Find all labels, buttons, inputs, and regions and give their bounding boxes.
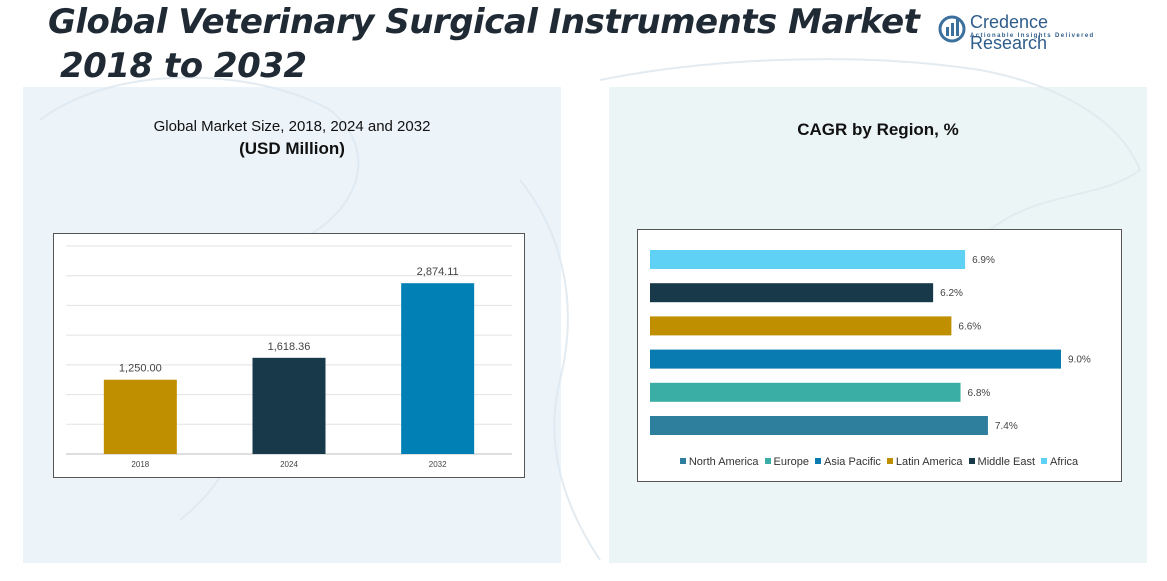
legend-swatch [764, 458, 771, 464]
legend-item-north-america: North America [679, 456, 759, 468]
legend-swatch [815, 458, 822, 464]
cagr-legend: North America Europe Asia Pacific Latin Ame… [637, 456, 1121, 468]
data-label-2024: 1,618.36 [268, 341, 311, 353]
legend-item-asia-pacific: Asia Pacific [815, 456, 881, 468]
legend-label: Europe [773, 456, 810, 468]
data-label-latin-america: 6.6% [958, 321, 981, 332]
bar-africa [650, 250, 966, 269]
legend-label: Latin America [895, 456, 963, 468]
legend-item-latin-america: Latin America [886, 456, 963, 468]
data-label-north-america: 7.4% [995, 421, 1018, 432]
bar-2018 [103, 379, 177, 454]
company-logo: Credence Research Actionable Insights De… [938, 12, 1128, 53]
left-chart-subtitle: Global Market Size, 2018, 2024 and 2032 [153, 118, 431, 135]
legend-swatch [679, 458, 686, 464]
left-chart-units: (USD Million) [239, 139, 345, 158]
page-title: Global Veterinary Surgical Instruments M… [48, 0, 920, 88]
data-label-africa: 6.9% [972, 255, 995, 266]
bar-asia-pacific [650, 349, 1061, 369]
data-label-middle-east: 6.2% [940, 288, 963, 299]
data-label-2018: 1,250.00 [119, 363, 162, 375]
right-chart-title: CAGR by Region, % [797, 120, 959, 139]
legend-label: North America [688, 456, 759, 468]
legend-item-africa: Africa [1041, 456, 1078, 468]
bar-2024 [252, 357, 326, 454]
legend-item-europe: Europe [764, 456, 810, 468]
logo-brand: Credence Research [970, 12, 1049, 53]
data-label-europe: 6.8% [968, 388, 991, 399]
logo-icon [938, 15, 966, 43]
bar-europe [650, 382, 961, 402]
data-label-asia-pacific: 9.0% [1068, 355, 1091, 366]
legend-item-middle-east: Middle East [968, 456, 1036, 468]
logo-tagline: Actionable Insights Delivered [970, 33, 1095, 39]
x-tick-2018: 2018 [131, 460, 149, 469]
cagr-chart: 6.9% 6.2% 6.6% 9.0% 6.8% 7.4% [637, 229, 1122, 482]
legend-label: Asia Pacific [824, 456, 881, 468]
legend-swatch [968, 458, 975, 464]
x-tick-2024: 2024 [280, 460, 298, 469]
market-size-chart-svg: 1,250.00 2018 1,618.36 2024 2,874.11 2032 [66, 245, 512, 469]
legend-label: Africa [1050, 456, 1079, 468]
bar-latin-america [650, 316, 952, 336]
market-size-chart: 1,250.00 2018 1,618.36 2024 2,874.11 2032 [53, 233, 525, 478]
bar-middle-east [650, 283, 934, 303]
legend-label: Middle East [977, 456, 1036, 468]
title-line-1: Global Veterinary Surgical Instruments M… [48, 2, 920, 42]
bar-north-america [650, 416, 988, 435]
title-line-2: 2018 to 2032 [60, 46, 307, 86]
legend-swatch [886, 458, 893, 464]
data-label-2032: 2,874.11 [417, 266, 459, 278]
x-tick-2032: 2032 [429, 460, 447, 469]
bar-2032 [401, 283, 475, 454]
legend-swatch [1041, 458, 1048, 464]
cagr-chart-svg: 6.9% 6.2% 6.6% 9.0% 6.8% 7.4% [650, 250, 1091, 435]
